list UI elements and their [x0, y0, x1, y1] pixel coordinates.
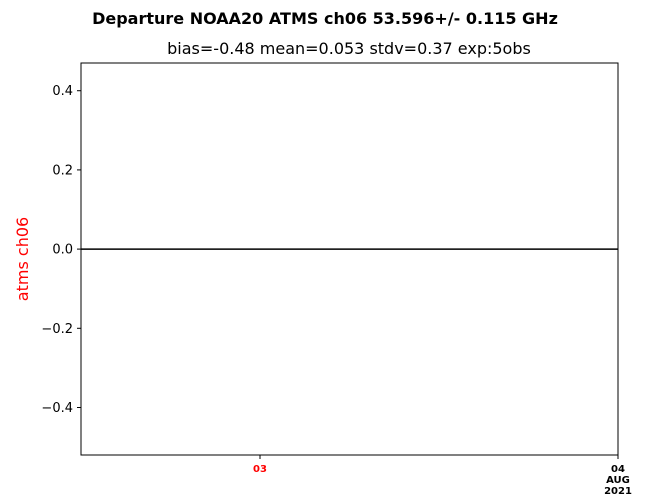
x-tick-label: 03: [253, 464, 267, 475]
y-tick-label: 0.0: [52, 243, 73, 258]
y-axis-label: atms ch06: [13, 217, 32, 301]
chart-title: Departure NOAA20 ATMS ch06 53.596+/- 0.1…: [92, 9, 558, 28]
y-tick-label: 0.4: [52, 84, 73, 99]
x-tick-label: 04: [611, 464, 625, 475]
y-tick-label: 0.2: [52, 163, 73, 178]
y-tick-label: −0.4: [41, 401, 73, 416]
plot-frame: [80, 62, 619, 456]
x-tick-label: AUG: [606, 475, 630, 486]
y-tick-label: −0.2: [41, 322, 73, 337]
x-tick-label: 2021: [604, 486, 632, 497]
chart-subtitle: bias=-0.48 mean=0.053 stdv=0.37 exp:5obs: [167, 39, 531, 58]
